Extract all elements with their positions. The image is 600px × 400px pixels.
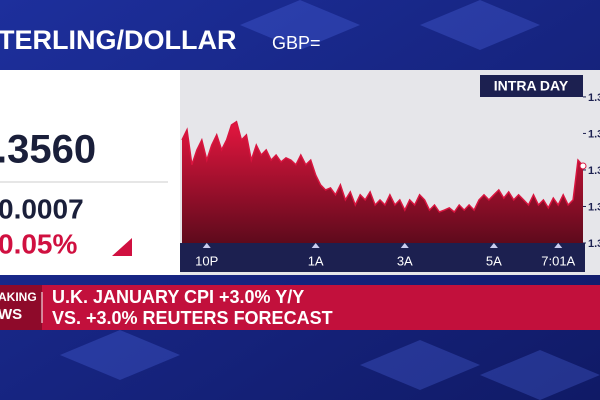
tag-line: AKING bbox=[0, 290, 37, 304]
x-tick-mark bbox=[202, 243, 211, 248]
change: 0.0007 bbox=[0, 193, 84, 224]
x-tick-label: 10P bbox=[195, 253, 218, 268]
up-arrow bbox=[112, 238, 132, 256]
headline: U.K. JANUARY CPI +3.0% Y/Y bbox=[52, 287, 304, 307]
ticker: GBP= bbox=[272, 33, 321, 53]
x-tick-label: 1A bbox=[308, 253, 324, 268]
x-tick-label: 5A bbox=[486, 253, 502, 268]
x-axis-strip bbox=[180, 243, 585, 272]
quote-panel bbox=[0, 70, 180, 275]
x-tick-mark bbox=[400, 243, 409, 248]
label-box bbox=[480, 75, 583, 97]
x-tick-label: 3A bbox=[397, 253, 413, 268]
x-tick-mark bbox=[311, 243, 320, 248]
x-tick-mark bbox=[554, 243, 563, 248]
chart-label: INTRA DAY bbox=[494, 78, 569, 94]
x-tick-mark bbox=[489, 243, 498, 248]
banner-tag bbox=[0, 285, 42, 330]
price: .3560 bbox=[0, 128, 96, 172]
banner bbox=[0, 285, 600, 330]
x-tick-label: 7:01A bbox=[541, 253, 575, 268]
cubes bbox=[60, 0, 600, 400]
y-tick-label: 1.3 bbox=[588, 165, 600, 177]
headline: VS. +3.0% REUTERS FORECAST bbox=[52, 308, 333, 328]
title: TERLING/DOLLAR bbox=[0, 25, 236, 55]
y-tick-label: 1.3 bbox=[588, 201, 600, 213]
y-tick-label: 1.3 bbox=[588, 128, 600, 140]
tag-line: WS bbox=[0, 306, 22, 323]
percent: 0.05% bbox=[0, 228, 77, 259]
y-tick-label: 1.3 bbox=[588, 238, 600, 250]
y-tick-label: 1.3 bbox=[588, 92, 600, 104]
last-point bbox=[579, 162, 587, 170]
line bbox=[181, 120, 584, 214]
area bbox=[182, 121, 583, 243]
